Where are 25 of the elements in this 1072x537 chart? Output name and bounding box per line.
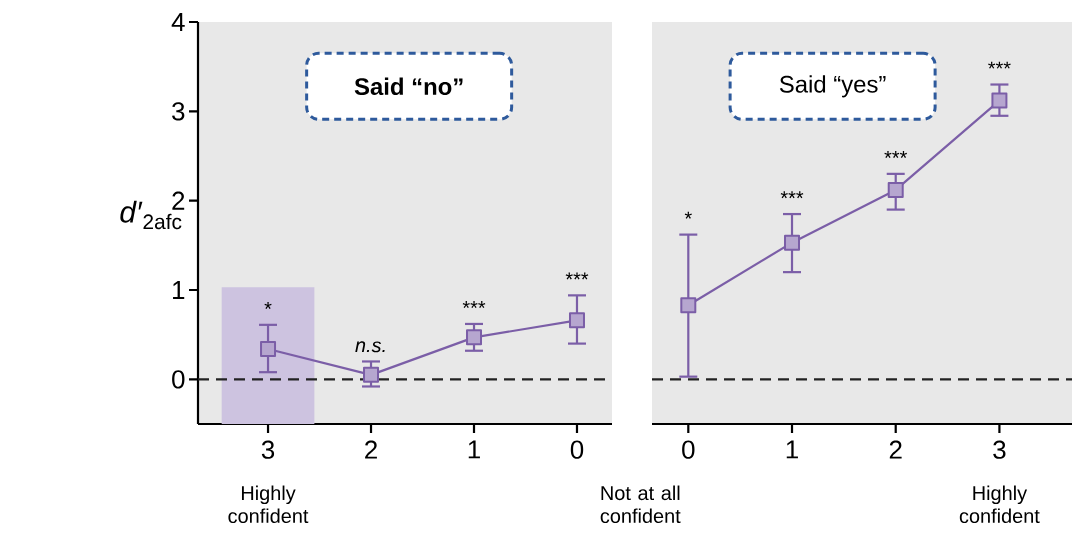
annotation: *** xyxy=(988,61,1011,69)
x-tick-label: 0 xyxy=(682,440,695,459)
annotation: *** xyxy=(565,272,589,280)
annotation: *** xyxy=(780,191,804,199)
x-tick-label: 2 xyxy=(889,440,902,459)
x-tick-label: 1 xyxy=(468,440,480,459)
text: Said “no” xyxy=(354,77,463,96)
annotation: * xyxy=(684,211,692,219)
x-tick-label: 0 xyxy=(570,440,584,459)
annotation: *** xyxy=(884,150,908,158)
annotation: *** xyxy=(462,301,486,309)
y-tick-label: 3 xyxy=(172,102,185,121)
text: Highly confident xyxy=(959,485,1040,524)
text: Not at all confident xyxy=(600,485,681,524)
annotation: * xyxy=(264,301,272,309)
x-tick-label: 3 xyxy=(993,440,1006,459)
x-tick-label: 1 xyxy=(786,440,798,459)
y-tick-label: 0 xyxy=(172,370,185,389)
annotation: n.s. xyxy=(355,341,385,353)
text: Highly confident xyxy=(228,485,309,524)
x-tick-label: 2 xyxy=(365,440,377,459)
x-tick-label: 3 xyxy=(261,440,275,459)
y-tick-label: 4 xyxy=(171,13,185,31)
text: Said “yes” xyxy=(779,75,886,98)
y-tick-label: 1 xyxy=(173,281,185,299)
